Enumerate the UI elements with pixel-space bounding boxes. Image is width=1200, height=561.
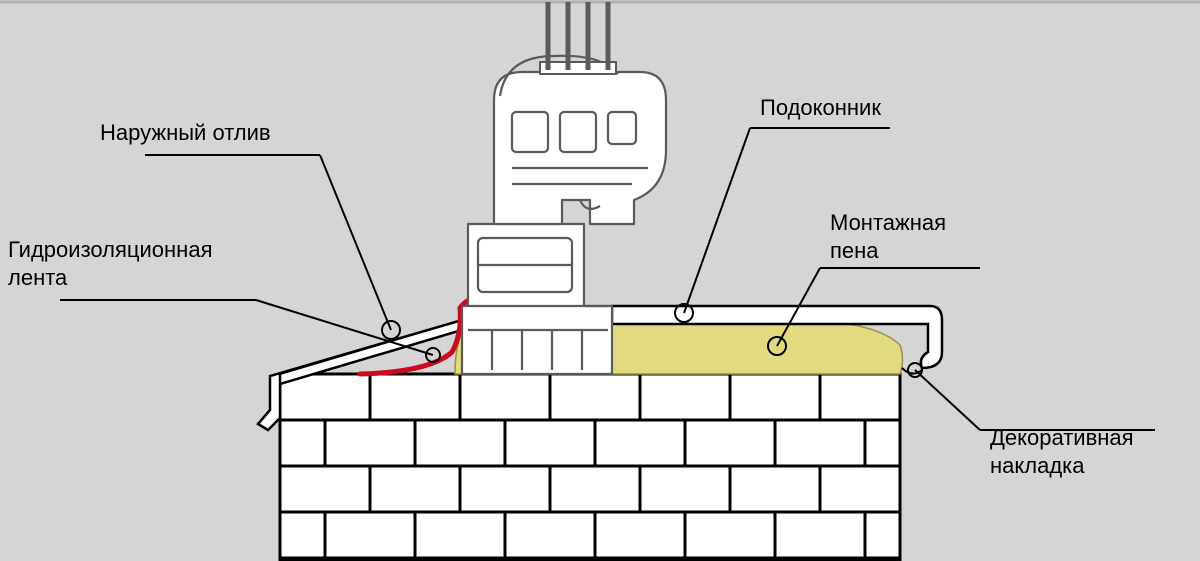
label-trim-line2: накладка: [990, 453, 1085, 478]
label-foam-line2: пена: [830, 238, 879, 263]
label-foam-line1: Монтажная: [830, 210, 946, 235]
label-sill: Подоконник: [760, 95, 881, 120]
label-tape-line1: Гидроизоляционная: [8, 237, 212, 262]
brick-wall: [280, 374, 900, 561]
label-external-drip: Наружный отлив: [100, 120, 271, 145]
label-trim-line1: Декоративная: [990, 425, 1134, 450]
label-tape-line2: лента: [8, 265, 68, 290]
